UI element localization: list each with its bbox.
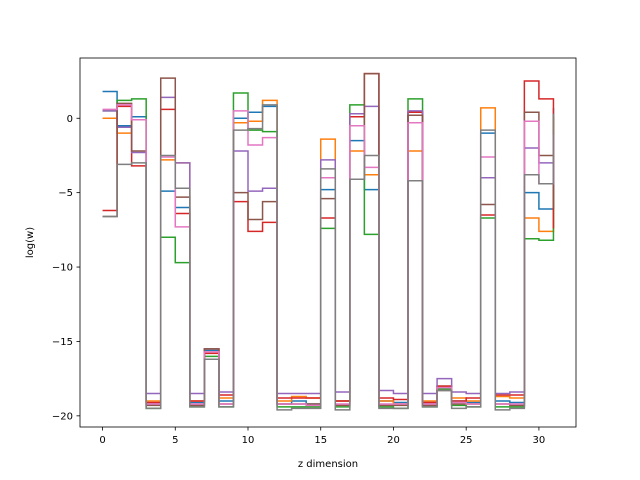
- x-tick-label: 10: [242, 435, 255, 446]
- y-tick-label: −15: [52, 337, 73, 348]
- x-tick-label: 20: [387, 435, 400, 446]
- x-tick-label: 25: [460, 435, 473, 446]
- series-layer: [102, 72, 555, 411]
- y-tick-label: −20: [52, 411, 73, 422]
- y-tick-label: 0: [67, 114, 73, 125]
- y-tick-label: −10: [52, 263, 73, 274]
- plot-frame: [79, 57, 577, 428]
- x-axis-label: z dimension: [298, 459, 358, 470]
- x-tick-label: 15: [314, 435, 327, 446]
- y-axis: −20 −15 −10 −5 0: [52, 114, 80, 422]
- x-tick-label: 0: [99, 435, 105, 446]
- y-tick-label: −5: [58, 188, 73, 199]
- x-tick-label: 30: [533, 435, 546, 446]
- series-line-8: [102, 104, 555, 411]
- x-axis: 0 5 10 15 20 25 30: [99, 427, 545, 446]
- y-axis-label: log(w): [25, 227, 36, 258]
- x-tick-label: 5: [172, 435, 178, 446]
